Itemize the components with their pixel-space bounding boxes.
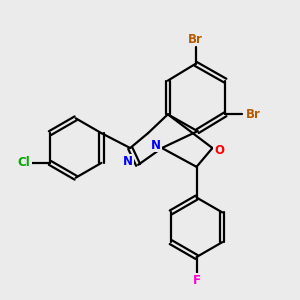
Text: O: O [214, 145, 224, 158]
Text: Br: Br [246, 108, 260, 121]
Text: Br: Br [188, 32, 203, 46]
Text: N: N [123, 155, 133, 168]
Text: N: N [151, 139, 161, 152]
Text: F: F [193, 274, 201, 287]
Text: Cl: Cl [18, 156, 31, 170]
